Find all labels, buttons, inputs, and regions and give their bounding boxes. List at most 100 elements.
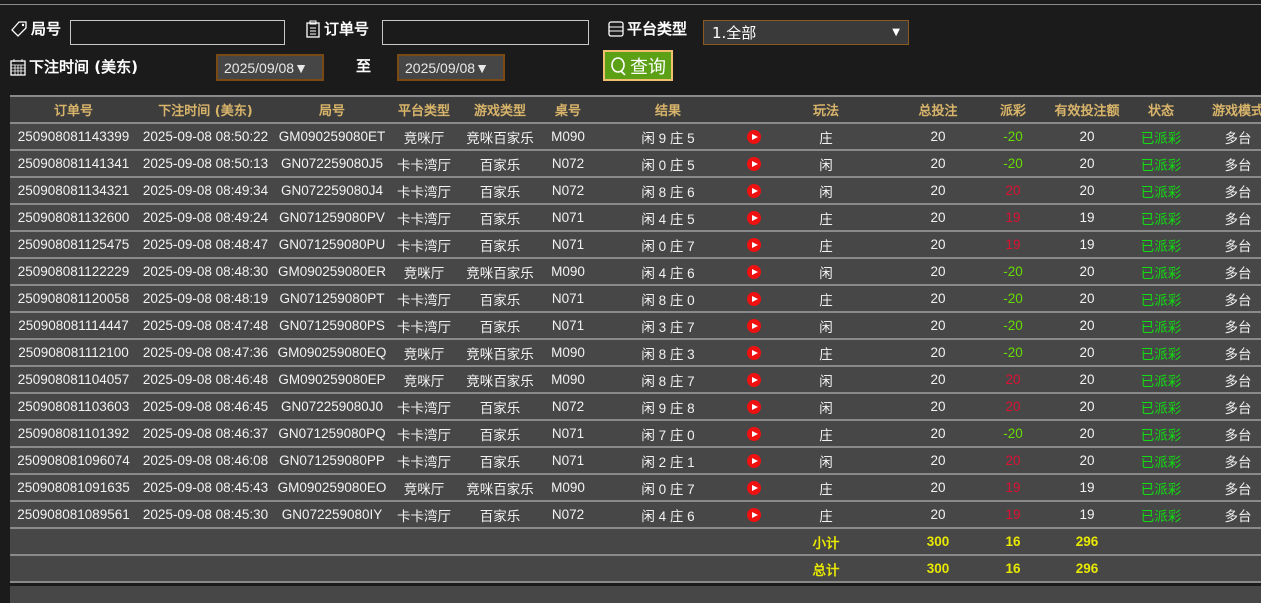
query-button[interactable]: 查询	[603, 50, 673, 81]
top-divider	[0, 4, 1261, 5]
game-mode-cell: 多台	[1184, 393, 1261, 421]
play-video-icon[interactable]	[747, 481, 761, 496]
table-row[interactable]: 250908081141341 2025-09-08 08:50:13 GN0722…	[10, 150, 1261, 178]
bet-time-cell: 2025-09-08 08:45:43	[137, 474, 274, 502]
table-row[interactable]: 250908081104057 2025-09-08 08:46:48 GM0902…	[10, 366, 1261, 394]
date-to-picker[interactable]: 2025/09/08▼	[397, 54, 505, 81]
subtotal-valid-bet: 296	[1036, 528, 1138, 556]
bet-time-cell: 2025-09-08 08:46:08	[137, 447, 274, 475]
empty-cell	[742, 555, 766, 583]
table-row[interactable]: 250908081134321 2025-09-08 08:49:34 GN0722…	[10, 177, 1261, 205]
column-header: 游戏类型	[458, 96, 542, 124]
valid-bet-cell: 20	[1036, 150, 1138, 178]
replay-cell[interactable]	[742, 339, 766, 367]
valid-bet-cell: 20	[1036, 285, 1138, 313]
bet-time-cell: 2025-09-08 08:45:30	[137, 501, 274, 529]
payout-cell: -20	[990, 312, 1036, 340]
play-type-cell: 庄	[766, 285, 886, 313]
table-row[interactable]: 250908081096074 2025-09-08 08:46:08 GN0712…	[10, 447, 1261, 475]
table-row[interactable]: 250908081103603 2025-09-08 08:46:45 GN0722…	[10, 393, 1261, 421]
empty-cell	[1138, 528, 1184, 556]
table-row[interactable]: 250908081125475 2025-09-08 08:48:47 GN0712…	[10, 231, 1261, 259]
play-video-icon[interactable]	[747, 454, 761, 469]
round-input[interactable]	[70, 20, 285, 45]
play-video-icon[interactable]	[747, 292, 761, 307]
payout-cell: -20	[990, 339, 1036, 367]
table-row[interactable]: 250908081101392 2025-09-08 08:46:37 GN0712…	[10, 420, 1261, 448]
table-row[interactable]: 250908081114447 2025-09-08 08:47:48 GN0712…	[10, 312, 1261, 340]
table-row[interactable]: 250908081122229 2025-09-08 08:48:30 GM0902…	[10, 258, 1261, 286]
table-row[interactable]: 250908081091635 2025-09-08 08:45:43 GM0902…	[10, 474, 1261, 502]
replay-cell[interactable]	[742, 474, 766, 502]
payout-cell: -20	[990, 123, 1036, 151]
round-id-cell: GM090259080EO	[274, 474, 390, 502]
replay-cell[interactable]	[742, 285, 766, 313]
replay-cell[interactable]	[742, 123, 766, 151]
payout-cell: 19	[990, 474, 1036, 502]
order-id-cell: 250908081114447	[10, 312, 137, 340]
empty-cell	[542, 528, 594, 556]
status-cell: 已派彩	[1138, 339, 1184, 367]
order-input[interactable]	[382, 20, 589, 45]
valid-bet-cell: 19	[1036, 501, 1138, 529]
replay-cell[interactable]	[742, 447, 766, 475]
column-header: 玩法	[766, 96, 886, 124]
play-video-icon[interactable]	[747, 319, 761, 334]
play-video-icon[interactable]	[747, 265, 761, 280]
game-type-cell: 百家乐	[458, 231, 542, 259]
play-video-icon[interactable]	[747, 184, 761, 199]
play-video-icon[interactable]	[747, 508, 761, 523]
total-bet-cell: 20	[886, 204, 990, 232]
valid-bet-cell: 20	[1036, 393, 1138, 421]
subtotal-row: 小计 300 16 296	[10, 528, 1261, 556]
table-row[interactable]: 250908081112100 2025-09-08 08:47:36 GM0902…	[10, 339, 1261, 367]
play-video-icon[interactable]	[747, 373, 761, 388]
play-video-icon[interactable]	[747, 346, 761, 361]
replay-cell[interactable]	[742, 312, 766, 340]
replay-cell[interactable]	[742, 501, 766, 529]
result-cell: 闲 9 庄 5	[594, 123, 742, 151]
play-video-icon[interactable]	[747, 130, 761, 145]
play-video-icon[interactable]	[747, 157, 761, 172]
result-cell: 闲 0 庄 7	[594, 231, 742, 259]
empty-cell	[1184, 528, 1261, 556]
replay-cell[interactable]	[742, 150, 766, 178]
platform-cell: 竞咪厅	[390, 258, 458, 286]
table-row[interactable]: 250908081120058 2025-09-08 08:48:19 GN0712…	[10, 285, 1261, 313]
play-type-cell: 闲	[766, 393, 886, 421]
play-type-cell: 闲	[766, 150, 886, 178]
column-header: 结果	[594, 96, 742, 124]
table-id-cell: M090	[542, 474, 594, 502]
replay-cell[interactable]	[742, 177, 766, 205]
play-video-icon[interactable]	[747, 238, 761, 253]
play-video-icon[interactable]	[747, 427, 761, 442]
total-bet-cell: 20	[886, 366, 990, 394]
result-cell: 闲 0 庄 5	[594, 150, 742, 178]
total-bet-cell: 20	[886, 177, 990, 205]
table-id-cell: M090	[542, 123, 594, 151]
table-row[interactable]: 250908081089561 2025-09-08 08:45:30 GN0722…	[10, 501, 1261, 529]
payout-cell: -20	[990, 420, 1036, 448]
replay-cell[interactable]	[742, 366, 766, 394]
replay-cell[interactable]	[742, 231, 766, 259]
replay-cell[interactable]	[742, 420, 766, 448]
replay-cell[interactable]	[742, 204, 766, 232]
replay-cell[interactable]	[742, 393, 766, 421]
status-cell: 已派彩	[1138, 393, 1184, 421]
table-id-cell: M090	[542, 258, 594, 286]
round-id-cell: GM090259080ET	[274, 123, 390, 151]
empty-cell	[274, 555, 390, 583]
bet-time-cell: 2025-09-08 08:46:37	[137, 420, 274, 448]
table-id-cell: N071	[542, 204, 594, 232]
status-cell: 已派彩	[1138, 312, 1184, 340]
valid-bet-cell: 20	[1036, 312, 1138, 340]
total-valid-bet: 296	[1036, 555, 1138, 583]
table-id-cell: N072	[542, 393, 594, 421]
replay-cell[interactable]	[742, 258, 766, 286]
play-video-icon[interactable]	[747, 400, 761, 415]
play-video-icon[interactable]	[747, 211, 761, 226]
table-row[interactable]: 250908081132600 2025-09-08 08:49:24 GN0712…	[10, 204, 1261, 232]
date-from-picker[interactable]: 2025/09/08▼	[216, 54, 324, 81]
platform-select[interactable]: 1.全部 ▼	[703, 20, 909, 45]
table-row[interactable]: 250908081143399 2025-09-08 08:50:22 GM0902…	[10, 123, 1261, 151]
